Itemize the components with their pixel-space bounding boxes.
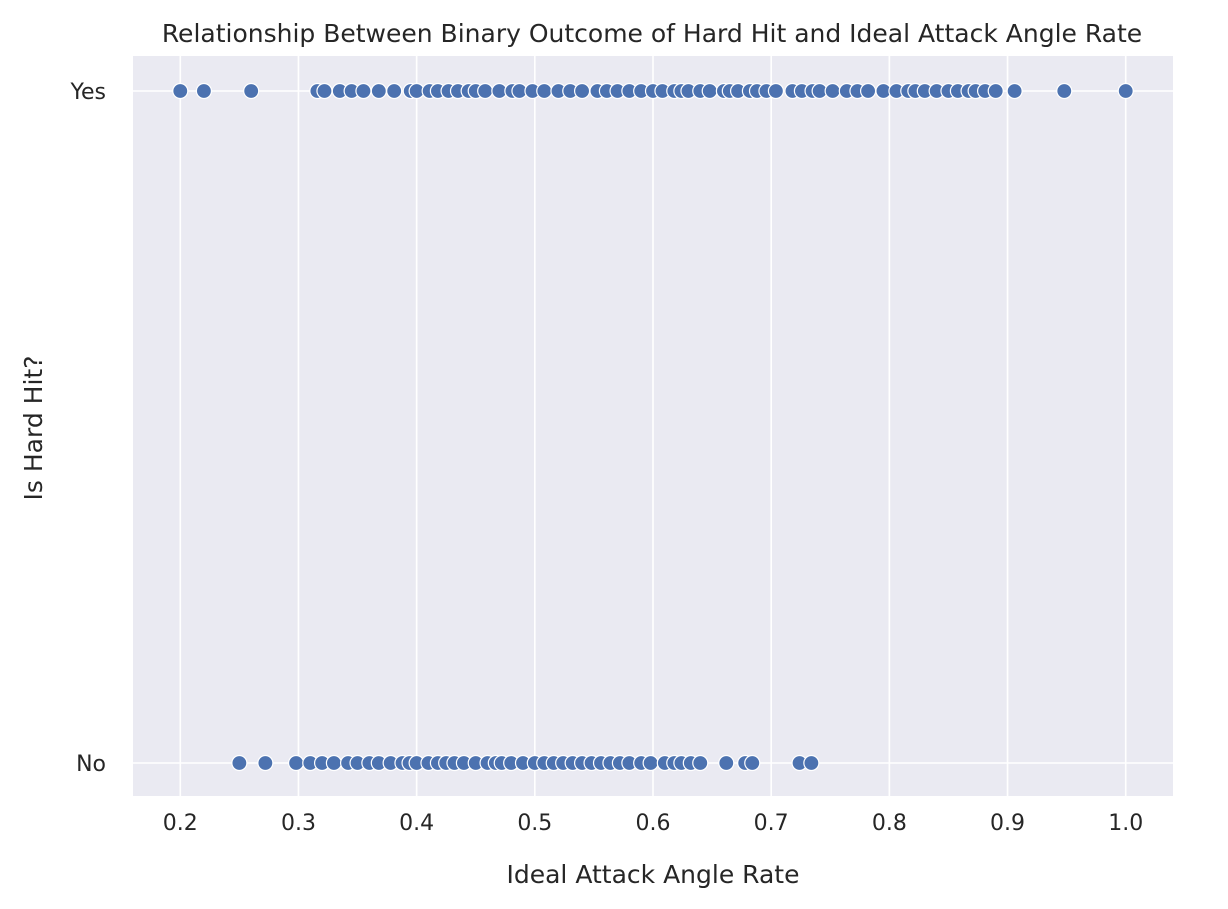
x-axis-label: Ideal Attack Angle Rate (506, 860, 799, 889)
data-point (172, 82, 189, 100)
data-point (243, 82, 260, 100)
data-point (386, 82, 403, 100)
data-point (573, 82, 591, 100)
x-tick-label: 0.8 (872, 811, 907, 836)
data-point (692, 754, 709, 772)
x-tick-label: 0.3 (281, 811, 316, 836)
data-point (355, 82, 372, 100)
x-tick-label: 0.2 (163, 811, 198, 836)
x-tick-label: 0.6 (636, 811, 671, 836)
data-point (477, 82, 494, 100)
data-point (325, 754, 343, 772)
y-axis-label: Is Hard Hit? (19, 356, 48, 501)
x-tick-label: 0.7 (754, 811, 789, 836)
data-points (172, 82, 1134, 772)
data-point (701, 82, 718, 100)
data-point (257, 754, 274, 772)
data-point (316, 82, 333, 100)
data-point (1056, 82, 1073, 100)
data-point (370, 82, 387, 100)
x-tick-label: 0.4 (399, 811, 434, 836)
x-tick-label: 0.5 (517, 811, 552, 836)
data-point (744, 754, 761, 772)
data-point (824, 82, 841, 100)
tick-labels: 0.2 0.3 0.4 0.5 0.6 0.7 0.8 0.9 1.0 No Yes (69, 80, 1143, 836)
data-point (803, 754, 820, 772)
data-point (1006, 82, 1023, 100)
data-point (195, 82, 213, 100)
data-point (767, 82, 785, 100)
x-tick-label: 1.0 (1108, 811, 1143, 836)
data-point (642, 754, 659, 772)
data-point (536, 82, 553, 100)
data-point (718, 754, 735, 772)
data-point (987, 82, 1004, 100)
y-tick-label: Yes (69, 80, 106, 105)
data-point (287, 754, 305, 772)
data-point (859, 82, 877, 100)
data-point (1117, 82, 1134, 100)
chart-title: Relationship Between Binary Outcome of H… (162, 19, 1142, 48)
x-tick-label: 0.9 (990, 811, 1025, 836)
y-tick-label: No (76, 752, 106, 777)
data-point (231, 754, 248, 772)
